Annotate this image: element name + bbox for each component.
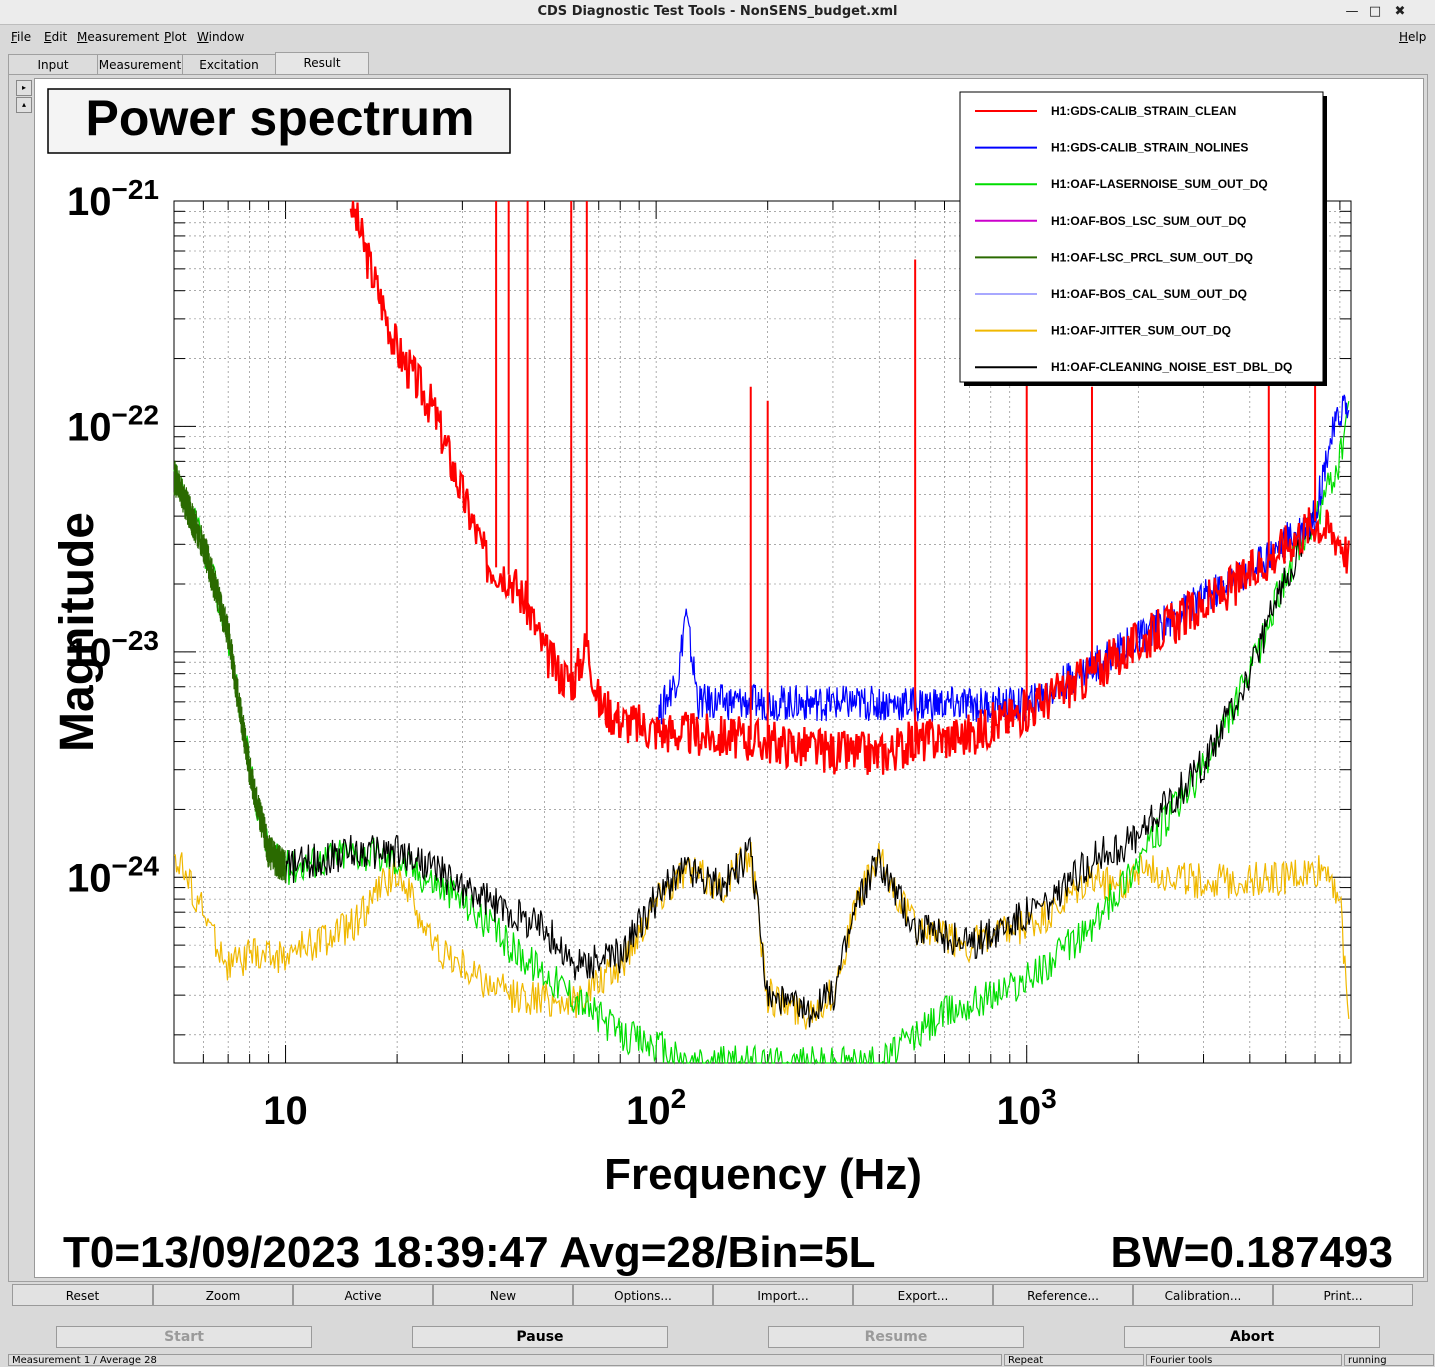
active-button[interactable]: Active <box>293 1284 433 1306</box>
expand-right-icon[interactable]: ▸ <box>16 80 32 96</box>
tab-measurement[interactable]: Measurement <box>97 54 183 75</box>
menu-file[interactable]: File <box>11 30 32 44</box>
legend-label: H1:OAF-CLEANING_NOISE_EST_DBL_DQ <box>1051 360 1292 374</box>
window-titlebar: CDS Diagnostic Test Tools - NonSENS_budg… <box>0 0 1435 25</box>
status-measurement: Measurement 1 / Average 28 <box>8 1354 1002 1366</box>
reference-button[interactable]: Reference... <box>993 1284 1133 1306</box>
series-line <box>173 841 1350 1030</box>
resume-button[interactable]: Resume <box>768 1326 1024 1348</box>
status-state: running <box>1344 1354 1434 1366</box>
maximize-icon[interactable]: □ <box>1368 4 1382 19</box>
print-button[interactable]: Print... <box>1273 1284 1413 1306</box>
new-button[interactable]: New <box>433 1284 573 1306</box>
menu-window[interactable]: Window <box>197 30 245 44</box>
y-tick-label: 10−23 <box>67 625 159 675</box>
series-line <box>349 200 1350 775</box>
plot-tick-labels: 10 102 103 10−21 10−22 10−23 10−24 <box>67 174 1057 1133</box>
y-axis-label: Magnitude <box>51 512 104 752</box>
menu-bar: File Edit Measurement Plot Window Help <box>0 27 1435 47</box>
footer-bw: BW=0.187493 <box>1110 1228 1393 1277</box>
series-line <box>285 511 1316 1028</box>
series-line <box>173 460 287 883</box>
power-spectrum-plot[interactable]: Power spectrum 10 102 10310−2110−2210−2310… <box>35 79 1423 1277</box>
plot-frame <box>173 200 1352 1064</box>
abort-button[interactable]: Abort <box>1124 1326 1380 1348</box>
menu-plot[interactable]: Plot <box>164 30 187 44</box>
plot-toolbar: Reset Zoom Active New Options... Import.… <box>12 1284 1428 1308</box>
legend-label: H1:GDS-CALIB_STRAIN_CLEAN <box>1051 104 1236 118</box>
zoom-button[interactable]: Zoom <box>153 1284 293 1306</box>
status-fourier: Fourier tools <box>1146 1354 1342 1366</box>
menu-measurement[interactable]: Measurement <box>77 30 160 44</box>
legend-label: H1:OAF-JITTER_SUM_OUT_DQ <box>1051 324 1231 338</box>
tab-result[interactable]: Result <box>275 52 369 75</box>
x-tick-label: 102 <box>626 1083 686 1133</box>
legend-label: H1:OAF-BOS_LSC_SUM_OUT_DQ <box>1051 214 1246 228</box>
legend-label: H1:OAF-LASERNOISE_SUM_OUT_DQ <box>1051 177 1268 191</box>
y-tick-label: 10−24 <box>67 850 159 900</box>
legend-label: H1:GDS-CALIB_STRAIN_NOLINES <box>1051 141 1248 155</box>
footer-t0: T0=13/09/2023 18:39:47 Avg=28/Bin=5L <box>63 1228 875 1277</box>
close-icon[interactable]: ✖ <box>1394 4 1406 19</box>
menu-edit[interactable]: Edit <box>44 30 68 44</box>
legend: H1:GDS-CALIB_STRAIN_CLEAN H1:GDS-CALIB_ST… <box>975 104 1292 374</box>
menu-help[interactable]: Help <box>1399 30 1427 44</box>
reset-button[interactable]: Reset <box>12 1284 153 1306</box>
y-tick-label: 10−21 <box>67 174 159 224</box>
plot-canvas[interactable]: Power spectrum 10 102 103 10−21 10−22 10−23 10… <box>34 78 1424 1278</box>
x-tick-label: 103 <box>997 1083 1057 1133</box>
legend-label: H1:OAF-LSC_PRCL_SUM_OUT_DQ <box>1051 250 1253 264</box>
pause-button[interactable]: Pause <box>412 1326 668 1348</box>
x-axis-label: Frequency (Hz) <box>604 1150 922 1199</box>
options-button[interactable]: Options... <box>573 1284 713 1306</box>
minimize-icon[interactable]: — <box>1345 4 1359 19</box>
collapse-up-icon[interactable]: ▴ <box>16 97 32 113</box>
plot-title-box <box>47 88 511 154</box>
series-line <box>173 400 1350 1066</box>
legend-label: H1:OAF-BOS_CAL_SUM_OUT_DQ <box>1051 287 1247 301</box>
start-button[interactable]: Start <box>56 1326 312 1348</box>
plot-series <box>173 200 1350 1066</box>
plot-grid <box>173 201 1351 1063</box>
x-tick-label: 10 <box>263 1089 308 1133</box>
calibration-button[interactable]: Calibration... <box>1133 1284 1273 1306</box>
status-bar: Measurement 1 / Average 28 Repeat Fourie… <box>0 1354 1435 1367</box>
plot-title: Power spectrum <box>85 90 474 146</box>
tab-excitation[interactable]: Excitation <box>182 54 276 75</box>
status-repeat: Repeat <box>1004 1354 1144 1366</box>
legend-box <box>959 91 1324 383</box>
y-tick-label: 10−22 <box>67 399 159 449</box>
import-button[interactable]: Import... <box>713 1284 853 1306</box>
window-title: CDS Diagnostic Test Tools - NonSENS_budg… <box>537 4 898 19</box>
export-button[interactable]: Export... <box>853 1284 993 1306</box>
tab-input[interactable]: Input <box>8 54 98 75</box>
